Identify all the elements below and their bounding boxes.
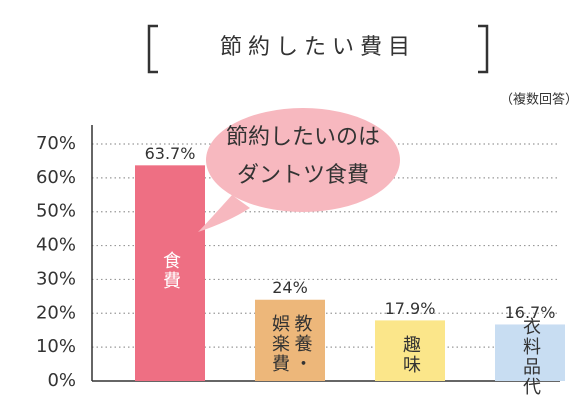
value-label: 24% <box>272 278 308 297</box>
chart-title: 節約したい費目 <box>220 35 416 60</box>
value-label: 16.7% <box>505 303 556 322</box>
y-tick-label: 0% <box>47 370 76 391</box>
category-label: 衣料品代 <box>520 316 541 397</box>
speech-bubble <box>206 108 400 212</box>
annotation: ダントツ食費 <box>237 163 369 188</box>
bracket <box>147 24 158 74</box>
annotation: 節約したいのは <box>226 125 380 150</box>
value-label: 17.9% <box>385 299 436 318</box>
y-tick-label: 30% <box>36 268 76 289</box>
y-tick-label: 10% <box>36 336 76 357</box>
bar <box>495 324 565 381</box>
bar <box>375 320 445 381</box>
category-label: 教養・娯楽費 <box>269 314 313 375</box>
bar <box>255 299 325 381</box>
y-tick-label: 50% <box>36 201 76 222</box>
y-tick-label: 20% <box>36 302 76 323</box>
subtitle: （複数回答） <box>500 92 578 108</box>
speech-bubble <box>198 195 250 232</box>
category-label: 食費 <box>160 251 181 292</box>
category-label: 趣味 <box>400 334 421 375</box>
y-tick-label: 70% <box>36 133 76 154</box>
bar <box>135 165 205 381</box>
y-tick-label: 60% <box>36 167 76 188</box>
bracket <box>478 24 489 74</box>
y-tick-label: 40% <box>36 235 76 256</box>
value-label: 63.7% <box>145 144 196 163</box>
